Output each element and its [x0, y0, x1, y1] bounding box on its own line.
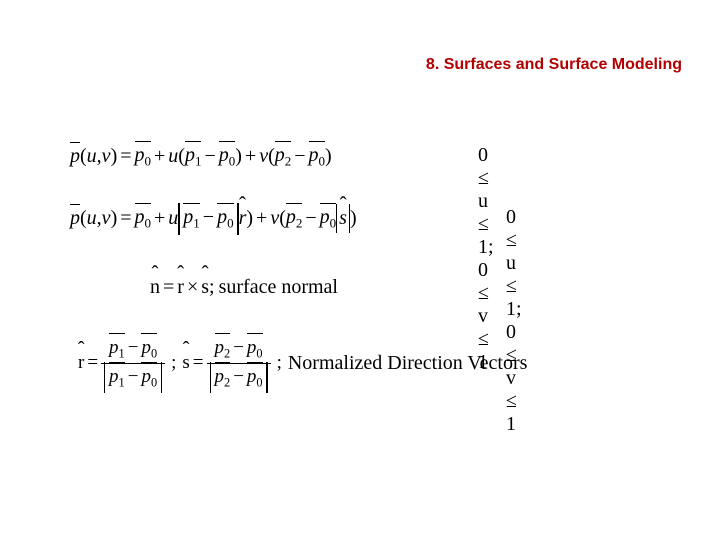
eq4-frac2: p2−p0 p2−p0: [207, 335, 271, 391]
eq3-times: ×: [184, 276, 201, 299]
eq1-eq: =: [117, 145, 134, 168]
eq1-v2: v: [259, 145, 268, 168]
eq2-p0b: p: [217, 206, 227, 228]
eq1-p2-sub: 2: [285, 154, 292, 169]
eq1-p0c: p: [309, 144, 319, 166]
eq2-p0b-sub: 0: [227, 216, 234, 231]
eq2-rpar1: ): [246, 207, 253, 230]
eq4-d1p0: p: [141, 366, 151, 387]
eq4-s: s: [182, 352, 189, 373]
eq3-text: surface normal: [215, 276, 338, 299]
eq4-n1p1: p: [109, 337, 119, 358]
eq1-lhs-p: p: [70, 145, 80, 167]
eq4-eq1: =: [84, 352, 101, 374]
eq2-rhat: r: [239, 207, 247, 229]
eq1-p1-sub: 1: [195, 154, 202, 169]
eq1-p0b-sub: 0: [229, 154, 236, 169]
eq4-n2p2: p: [215, 337, 225, 358]
eq1-v: v: [102, 145, 111, 168]
eq2-rpar: ): [111, 207, 118, 230]
eq2-p0c: p: [320, 206, 330, 228]
eq2-plus2: +: [253, 207, 270, 230]
eq4-n1p0: p: [141, 337, 151, 358]
eq4-semi2: ;: [271, 352, 288, 374]
eq2-p1-sub: 1: [193, 216, 200, 231]
equation-2: p(u,v) = p0 + up1−p0r) + v(p2−p0s) 0 ≤ u…: [70, 206, 357, 232]
eq1-rpar2: ): [325, 145, 332, 168]
eq1-plus2: +: [242, 145, 259, 168]
eq4-d2p0: p: [247, 366, 257, 387]
eq3-eq: =: [160, 276, 177, 299]
eq4-d1p0s: 0: [151, 375, 157, 389]
eq2-p0: p: [135, 206, 145, 228]
eq4-n2p2s: 2: [224, 346, 230, 360]
eq2-p0-sub: 0: [145, 216, 152, 231]
eq3-r: r: [177, 276, 184, 298]
eq2-u: u: [87, 207, 97, 230]
eq1-lpar: (: [80, 145, 87, 168]
eq4-n1p1s: 1: [119, 346, 125, 360]
eq2-plus1: +: [151, 207, 168, 230]
eq4-d2p2: p: [215, 366, 225, 387]
eq3-n: n: [150, 276, 160, 298]
eq3-s: s: [201, 276, 209, 298]
eq1-rpar1: ): [235, 145, 242, 168]
eq1-lpar2: (: [268, 145, 275, 168]
eq1-p0: p: [135, 144, 145, 166]
eq4-n2p0s: 0: [256, 346, 262, 360]
eq2-lpar: (: [80, 207, 87, 230]
eq4-d1m: −: [125, 366, 142, 387]
eq1-lpar1: (: [178, 145, 185, 168]
eq2-p2-sub: 2: [296, 216, 303, 231]
eq2-min2: −: [302, 207, 319, 230]
eq4-semi1: ;: [165, 352, 182, 374]
eq1-rpar: ): [111, 145, 118, 168]
eq4-n2m: −: [230, 337, 247, 358]
eq1-min1: −: [201, 145, 218, 168]
eq1-p1: p: [185, 144, 195, 166]
eq4-d2p0s: 0: [256, 375, 262, 389]
eq2-min1: −: [200, 206, 217, 228]
eq4-r: r: [78, 352, 84, 373]
eq2-shat: s: [339, 207, 347, 229]
eq4-n1p0s: 0: [151, 346, 157, 360]
eq1-u2: u: [168, 145, 178, 168]
eq1-p0-sub: 0: [145, 154, 152, 169]
eq1-p2: p: [275, 144, 285, 166]
eq4-d1p1s: 1: [119, 375, 125, 389]
eq2-lpar2: (: [279, 207, 286, 230]
eq4-d1p1: p: [109, 366, 119, 387]
eq2-constraint: 0 ≤ u ≤ 1; 0 ≤ v ≤ 1: [506, 206, 522, 436]
eq1-plus1: +: [151, 145, 168, 168]
eq2-v2: v: [270, 207, 279, 230]
eq1-p0c-sub: 0: [319, 154, 326, 169]
eq4-text: Normalized Direction Vectors: [288, 352, 528, 375]
eq1-u: u: [87, 145, 97, 168]
eq4-n2p0: p: [247, 337, 257, 358]
eq2-p1: p: [183, 206, 193, 228]
eq4-d2m: −: [230, 366, 247, 387]
eq4-frac1: p1−p0 p1−p0: [101, 335, 165, 391]
slide-page: 8. Surfaces and Surface Modeling p(u,v) …: [0, 0, 720, 540]
equation-3: n = r × s; surface normal: [150, 276, 338, 299]
eq1-p0b: p: [219, 144, 229, 166]
eq2-v: v: [102, 207, 111, 230]
equation-1: p(u,v) = p0 + u(p1−p0) + v(p2−p0) 0 ≤ u …: [70, 144, 332, 170]
eq4-d2p2s: 2: [224, 375, 230, 389]
eq2-rpar2: ): [350, 207, 357, 230]
equation-4: r = p1−p0 p1−p0 ; s = p2−p0 p2−p0 ; Norm…: [78, 335, 527, 391]
eq1-min2: −: [291, 145, 308, 168]
eq4-n1m: −: [125, 337, 142, 358]
eq2-u2: u: [168, 207, 178, 230]
eq2-eq: =: [117, 207, 134, 230]
eq2-lhs-p: p: [70, 207, 80, 229]
eq4-eq2: =: [190, 352, 207, 374]
eq2-p2: p: [286, 206, 296, 228]
chapter-heading: 8. Surfaces and Surface Modeling: [426, 56, 682, 74]
